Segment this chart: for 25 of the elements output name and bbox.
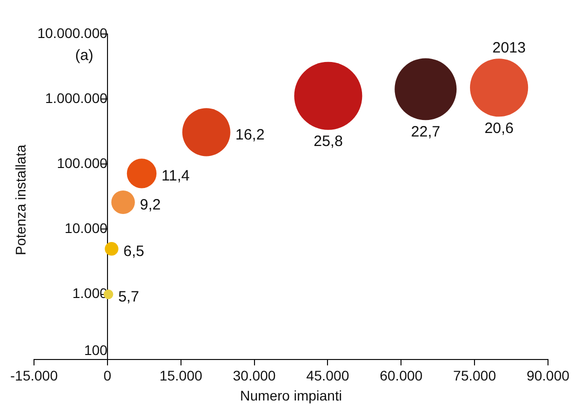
annotation: 11,4 bbox=[162, 168, 190, 185]
x-tick-label: 15.000 bbox=[159, 368, 202, 384]
x-tick-label: -15.000 bbox=[10, 368, 58, 384]
x-tick-label: 0 bbox=[104, 368, 112, 384]
y-tick-label: 100.000 bbox=[56, 155, 108, 172]
annotation: 5,7 bbox=[118, 288, 140, 306]
x-tick-label: 30.000 bbox=[232, 368, 276, 384]
annotation: 16,2 bbox=[235, 126, 265, 144]
annotation: 20,6 bbox=[484, 120, 514, 137]
annotation: 9,2 bbox=[140, 196, 161, 214]
annotation: 22,7 bbox=[411, 123, 440, 140]
annotation: 6,5 bbox=[123, 242, 144, 260]
x-tick-label: 75.000 bbox=[453, 368, 496, 384]
y-tick-label: 10.000.000 bbox=[37, 24, 108, 41]
x-tick-label: 60.000 bbox=[380, 368, 423, 384]
x-tick-label: 90.000 bbox=[526, 368, 570, 384]
y-tick-label: 100 bbox=[84, 342, 108, 358]
annotation: 25,8 bbox=[314, 133, 343, 150]
annotation: (a) bbox=[75, 47, 94, 64]
annotation: 2013 bbox=[492, 40, 526, 57]
x-tick-label: 45.000 bbox=[306, 368, 350, 384]
x-axis-title: Numero impianti bbox=[240, 387, 342, 404]
y-tick-label: 1.000.000 bbox=[45, 90, 108, 106]
y-tick-label: 10.000 bbox=[64, 220, 108, 236]
y-axis-title: Potenza installata bbox=[12, 144, 28, 256]
